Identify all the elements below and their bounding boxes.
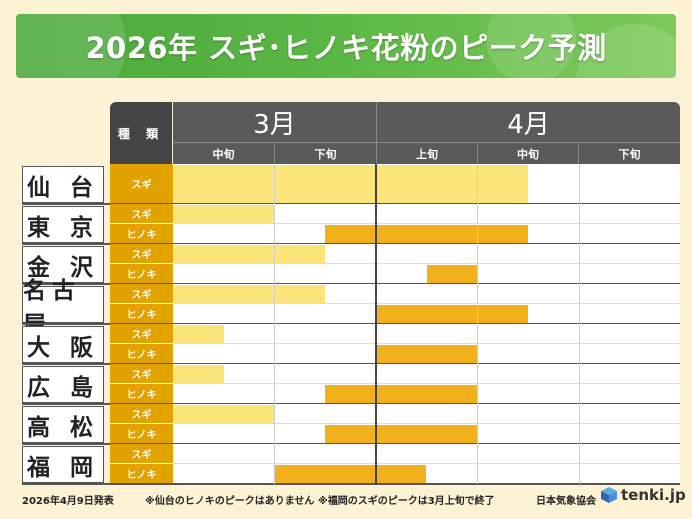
kind-label-sugi: スギ: [110, 444, 173, 464]
kind-label-hinoki: ヒノキ: [110, 384, 173, 404]
month-divider: [376, 102, 377, 164]
kind-label-sugi: スギ: [110, 404, 173, 424]
kind-label-hinoki: ヒノキ: [110, 424, 173, 444]
peak-bar-hinoki: [325, 425, 478, 443]
grid-line: [477, 164, 479, 484]
period-header: 中旬: [173, 142, 274, 164]
city-label: 大 阪: [22, 326, 104, 363]
timeline-row: [173, 204, 680, 224]
city-label: 広 島: [22, 366, 104, 403]
grid-line: [578, 164, 580, 484]
kind-label-hinoki: ヒノキ: [110, 224, 173, 244]
title-banner: 2026年 スギ･ヒノキ花粉のピーク予測: [16, 14, 676, 78]
kind-label-sugi: スギ: [110, 204, 173, 224]
peak-bar-hinoki: [375, 305, 528, 323]
city-label: 高 松: [22, 406, 104, 443]
peak-bar-sugi: [173, 205, 275, 223]
peak-bar-sugi: [173, 165, 528, 203]
timeline-row: [173, 404, 680, 424]
peak-bar-hinoki: [426, 265, 478, 283]
peak-bar-sugi: [173, 285, 326, 303]
footnote-fukuoka: ※福岡のスギのピークは3月上旬で終了: [318, 496, 495, 507]
period-header: 中旬: [478, 142, 578, 164]
city-separator: [22, 483, 680, 485]
peak-bar-hinoki: [375, 345, 478, 363]
kind-label-sugi: スギ: [110, 164, 173, 204]
timeline-row: [173, 324, 680, 344]
timeline-row: [173, 444, 680, 464]
peak-bar-hinoki: [274, 465, 427, 483]
city-label: 東 京: [22, 206, 104, 243]
publish-date: 2026年4月9日発表: [22, 496, 114, 507]
city-label: 福 岡: [22, 446, 104, 483]
footnote-sendai: ※仙台のヒノキのピークはありません: [145, 496, 315, 507]
period-header: 上旬: [377, 142, 477, 164]
kind-label-sugi: スギ: [110, 364, 173, 384]
page-title: 2026年 スギ･ヒノキ花粉のピーク予測: [85, 31, 607, 65]
tenki-logo: tenki.jp: [600, 486, 686, 504]
peak-bar-hinoki: [325, 225, 528, 243]
peak-bar-sugi: [173, 325, 224, 343]
kind-label-hinoki: ヒノキ: [110, 344, 173, 364]
peak-bar-sugi: [173, 365, 224, 383]
peak-bar-sugi: [173, 405, 275, 423]
tenki-brand: tenki.jp: [621, 486, 686, 504]
peak-bar-hinoki: [325, 385, 478, 403]
kind-label-hinoki: ヒノキ: [110, 464, 173, 484]
kind-label-hinoki: ヒノキ: [110, 304, 173, 324]
kind-label-sugi: スギ: [110, 284, 173, 304]
period-header: 下旬: [579, 142, 680, 164]
kind-label-sugi: スギ: [110, 244, 173, 264]
city-label: 仙 台: [22, 166, 104, 203]
peak-bar-sugi: [173, 245, 326, 263]
city-label: 金 沢: [22, 246, 104, 283]
cube-icon: [601, 487, 617, 503]
jwa-logo-text: 日本気象協会: [536, 496, 596, 507]
period-header: 下旬: [275, 142, 376, 164]
month-header-april: 4月: [377, 102, 680, 142]
timeline-row: [173, 364, 680, 384]
kind-label-hinoki: ヒノキ: [110, 264, 173, 284]
month-boundary-line: [374, 164, 377, 484]
kind-header: 種 類: [110, 102, 172, 164]
month-header-march: 3月: [173, 102, 376, 142]
timeline-row: [173, 464, 680, 484]
kind-label-sugi: スギ: [110, 324, 173, 344]
city-label: 名古屋: [22, 278, 104, 338]
grid-line: [274, 164, 276, 484]
